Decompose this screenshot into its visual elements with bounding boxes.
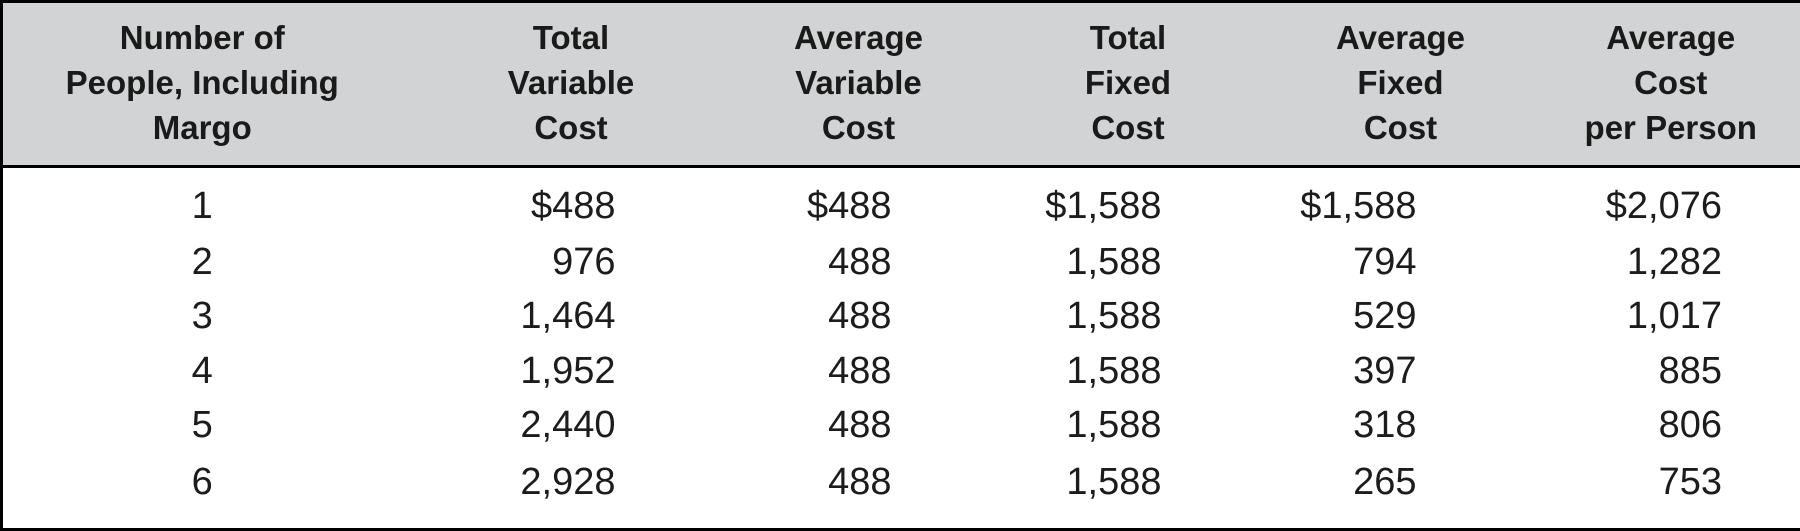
cell-total-variable-cost: 1,464 (520, 295, 616, 338)
column-header-total-variable-cost: Total Variable Cost (421, 1, 721, 168)
column-header-average-cost-per-person: Average Cost per Person (1541, 1, 1800, 168)
table-row: 5 2,440 488 1,588 318 806 (2, 399, 1800, 453)
header-row: Number of People, Including Margo Total … (1, 1, 1800, 168)
cell-average-cost-per-person: 806 (1658, 404, 1722, 447)
cell-average-variable-cost: 488 (828, 404, 892, 447)
cell-average-fixed-cost: $1,588 (1300, 185, 1417, 228)
column-header-average-fixed-cost: Average Fixed Cost (1259, 1, 1542, 168)
cell-average-cost-per-person: $2,076 (1605, 185, 1722, 228)
cell-average-cost-per-person: 1,017 (1626, 295, 1722, 338)
cell-total-fixed-cost: $1,588 (1045, 185, 1162, 228)
cell-average-variable-cost: 488 (828, 241, 892, 284)
cell-average-cost-per-person: 885 (1658, 349, 1722, 392)
column-header-total-fixed-cost: Total Fixed Cost (996, 1, 1260, 168)
cell-average-fixed-cost: 529 (1353, 295, 1417, 338)
cell-total-variable-cost: 2,928 (520, 460, 616, 503)
cell-total-variable-cost: $488 (530, 185, 616, 228)
table-row: 4 1,952 488 1,588 397 885 (2, 344, 1800, 398)
cell-people: 1 (191, 185, 213, 228)
column-header-average-variable-cost: Average Variable Cost (720, 1, 997, 168)
cell-average-cost-per-person: 1,282 (1626, 241, 1722, 284)
cell-average-variable-cost: 488 (828, 349, 892, 392)
cell-average-fixed-cost: 397 (1353, 349, 1417, 392)
cell-average-variable-cost: 488 (828, 460, 892, 503)
cell-total-variable-cost: 976 (552, 241, 616, 284)
cell-total-variable-cost: 1,952 (520, 349, 616, 392)
cell-people: 2 (191, 241, 213, 284)
cell-total-fixed-cost: 1,588 (1066, 241, 1162, 284)
cell-total-fixed-cost: 1,588 (1066, 295, 1162, 338)
cell-total-fixed-cost: 1,588 (1066, 404, 1162, 447)
cell-people: 3 (191, 295, 213, 338)
column-header-number-of-people: Number of People, Including Margo (1, 1, 422, 168)
table-row: 6 2,928 488 1,588 265 753 (2, 453, 1800, 530)
cell-average-fixed-cost: 318 (1353, 404, 1417, 447)
cell-total-variable-cost: 2,440 (520, 404, 616, 447)
cell-average-cost-per-person: 753 (1658, 460, 1722, 503)
cell-average-fixed-cost: 265 (1353, 460, 1417, 503)
cell-people: 4 (191, 349, 213, 392)
table-header: Number of People, Including Margo Total … (1, 1, 1800, 168)
table-row: 3 1,464 488 1,588 529 1,017 (2, 290, 1800, 344)
table-body: 1 $488 $488 $1,588 $1,588 $2,076 2 976 4… (2, 167, 1800, 530)
cell-average-variable-cost: 488 (828, 295, 892, 338)
cell-people: 6 (191, 460, 213, 503)
cell-average-variable-cost: $488 (806, 185, 892, 228)
table-row: 1 $488 $488 $1,588 $1,588 $2,076 (2, 167, 1800, 236)
table-row: 2 976 488 1,588 794 1,282 (2, 235, 1800, 289)
cell-total-fixed-cost: 1,588 (1066, 460, 1162, 503)
cell-people: 5 (191, 404, 213, 447)
cell-total-fixed-cost: 1,588 (1066, 349, 1162, 392)
cell-average-fixed-cost: 794 (1353, 241, 1417, 284)
